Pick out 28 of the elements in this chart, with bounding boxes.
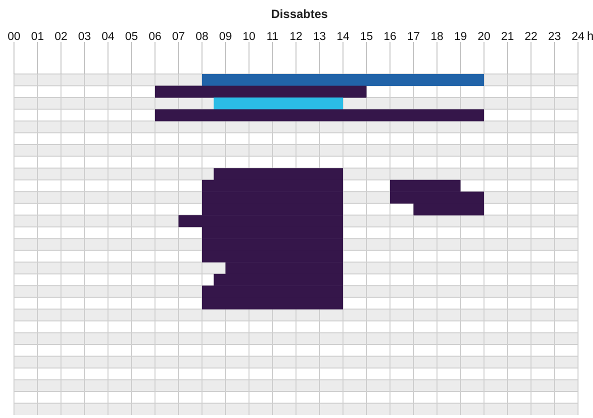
bar — [214, 98, 343, 110]
x-tick-label: 09 — [219, 31, 232, 43]
x-tick-label: 13 — [313, 31, 326, 43]
x-tick-label: 24 — [572, 31, 585, 43]
x-tick-label: 07 — [172, 31, 185, 43]
x-tick-label: 20 — [478, 31, 490, 43]
x-tick-label: 11 — [266, 31, 278, 43]
x-tick-label: 18 — [430, 31, 444, 43]
x-tick-label: 01 — [31, 31, 44, 43]
x-tick-label: 08 — [196, 31, 208, 43]
x-axis-title: h — [587, 29, 593, 44]
x-tick-label: 17 — [407, 31, 420, 43]
x-tick-label: 06 — [148, 31, 162, 43]
x-tick-label: 02 — [54, 31, 68, 43]
x-tick-label: 05 — [125, 31, 138, 43]
x-tick-label: 14 — [336, 31, 350, 43]
x-tick-label: 04 — [102, 31, 115, 43]
x-tick-label: 16 — [384, 31, 396, 43]
x-tick-label: 00 — [8, 31, 20, 43]
x-tick-label: 21 — [501, 31, 514, 43]
x-tick-label: 23 — [548, 31, 561, 43]
x-tick-label: 15 — [360, 31, 373, 43]
x-tick-label: 19 — [454, 31, 467, 43]
x-tick-label: 22 — [524, 31, 538, 43]
x-tick-label: 10 — [242, 31, 256, 43]
chart-title: Dissabtes — [270, 7, 329, 21]
x-tick-label: 12 — [290, 31, 302, 43]
x-tick-label: 03 — [78, 31, 91, 43]
